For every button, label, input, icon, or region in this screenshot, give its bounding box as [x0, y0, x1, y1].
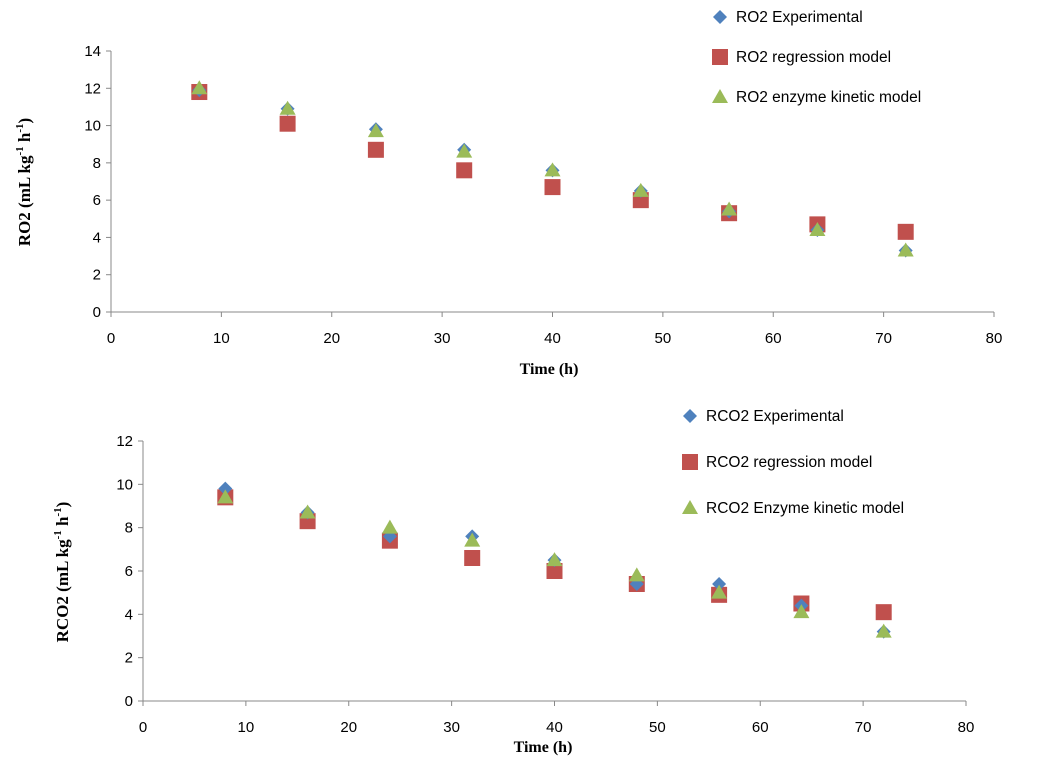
- rco2-legend-marker-diamond: [683, 409, 697, 423]
- rco2-y-tick-label: 0: [125, 693, 133, 710]
- rco2-legend-marker-square: [682, 454, 698, 470]
- ro2-y-tick-label: 14: [84, 43, 101, 60]
- ro2-legend-marker-diamond: [713, 10, 727, 24]
- rco2-point-square: [464, 550, 481, 566]
- rco2-point-square: [875, 604, 892, 621]
- rco2-point-triangle: [875, 623, 892, 638]
- ro2-x-tick-label: 10: [213, 330, 230, 347]
- rco2-x-tick-label: 10: [238, 719, 255, 736]
- ro2-x-tick-label: 60: [765, 330, 782, 347]
- rco2-point-diamond: [218, 481, 233, 496]
- rco2-point-triangle: [217, 489, 234, 504]
- ro2-x-tick-label: 50: [655, 330, 672, 347]
- ro2-x-tick-label: 80: [986, 330, 1003, 347]
- ro2-point-square: [897, 223, 914, 240]
- rco2-legend-label: RCO2 regression model: [706, 454, 872, 471]
- ro2-x-axis-label: Time (h): [520, 361, 579, 378]
- ro2-point-square: [544, 179, 561, 196]
- rco2-legend-label: RCO2 Enzyme kinetic model: [706, 500, 904, 517]
- rco2-points: [217, 481, 892, 639]
- ro2-point-triangle: [279, 100, 296, 115]
- rco2-point-square: [546, 563, 563, 579]
- rco2-point-diamond: [712, 577, 727, 591]
- rco2-y-tick-label: 2: [125, 650, 133, 667]
- rco2-point-triangle: [546, 552, 563, 567]
- ro2-x-tick-label: 20: [323, 330, 340, 347]
- rco2-x-tick-label: 20: [340, 719, 357, 736]
- rco2-x-tick-label: 30: [443, 719, 460, 736]
- ro2-x-tick-label: 70: [875, 330, 892, 347]
- rco2-x-axis-label: Time (h): [514, 739, 573, 756]
- ro2-x-tick-label: 40: [544, 330, 561, 347]
- ro2-x-tick-label: 30: [434, 330, 451, 347]
- rco2-legend-marker-triangle: [682, 500, 698, 514]
- rco2-x-tick-label: 80: [958, 719, 975, 736]
- ro2-legend-marker-triangle: [712, 89, 728, 103]
- rco2-x-tick-label: 60: [752, 719, 769, 736]
- ro2-y-tick-label: 6: [93, 192, 101, 209]
- ro2-points: [191, 80, 914, 258]
- ro2-y-tick-label: 12: [84, 80, 101, 97]
- rco2-point-triangle: [711, 584, 728, 599]
- rco2-axes: 0 2 4 6 8 10 12 0 10 20 30 40 50 60 70 80: [116, 433, 974, 736]
- rco2-y-tick-label: 8: [125, 520, 133, 537]
- rco2-y-tick-label: 6: [125, 563, 133, 580]
- rco2-x-tick-label: 70: [855, 719, 872, 736]
- ro2-axes: 0 2 4 6 8 10 12 14 0 10 20 30 40 50 60 70 80: [84, 43, 1002, 347]
- ro2-point-triangle: [456, 143, 473, 158]
- ro2-point-square: [279, 115, 296, 132]
- ro2-y-tick-label: 0: [93, 304, 101, 321]
- ro2-point-square: [367, 141, 384, 158]
- rco2-legend-label: RCO2 Experimental: [706, 408, 844, 425]
- ro2-y-tick-label: 8: [93, 155, 101, 172]
- rco2-chart: 0 2 4 6 8 10 12 0 10 20 30 40 50 60 70 80 RCO2 Experime…: [52, 408, 974, 756]
- rco2-point-triangle: [464, 532, 481, 547]
- ro2-y-axis-label: RO2 (mL kg-1 h-1): [14, 118, 34, 246]
- rco2-x-tick-label: 0: [139, 719, 147, 736]
- ro2-legend-label: RO2 enzyme kinetic model: [736, 89, 921, 106]
- rco2-point-triangle: [793, 604, 810, 619]
- rco2-x-tick-label: 40: [546, 719, 563, 736]
- ro2-chart: 0 2 4 6 8 10 12 14 0 10 20 30 40 50 60 70 80 RO2 Experim…: [14, 9, 1002, 378]
- rco2-y-tick-label: 10: [116, 476, 133, 493]
- ro2-point-triangle: [809, 221, 826, 236]
- rco2-point-triangle: [381, 519, 398, 534]
- ro2-legend-label: RO2 Experimental: [736, 9, 863, 26]
- ro2-point-triangle: [544, 162, 561, 177]
- ro2-point-triangle: [721, 201, 738, 216]
- ro2-point-triangle: [897, 242, 914, 257]
- ro2-legend-marker-square: [712, 49, 728, 65]
- ro2-y-tick-label: 10: [84, 118, 101, 135]
- ro2-legend: RO2 Experimental RO2 regression model RO2 …: [712, 9, 921, 106]
- ro2-point-triangle: [191, 80, 208, 95]
- ro2-x-tick-label: 0: [107, 330, 115, 347]
- rco2-y-tick-label: 12: [116, 433, 133, 450]
- rco2-legend: RCO2 Experimental RCO2 regression model RC…: [682, 408, 904, 517]
- rco2-point-triangle: [628, 567, 645, 582]
- ro2-y-tick-label: 4: [93, 229, 101, 246]
- ro2-point-triangle: [367, 123, 384, 138]
- rco2-y-tick-label: 4: [125, 606, 133, 623]
- ro2-y-tick-label: 2: [93, 267, 101, 284]
- rco2-x-tick-label: 50: [649, 719, 666, 736]
- rco2-point-triangle: [299, 504, 316, 519]
- ro2-point-triangle: [632, 182, 649, 197]
- ro2-point-square: [456, 162, 473, 179]
- rco2-y-axis-label: RCO2 (mL kg-1 h-1): [52, 502, 72, 643]
- ro2-legend-label: RO2 regression model: [736, 49, 891, 66]
